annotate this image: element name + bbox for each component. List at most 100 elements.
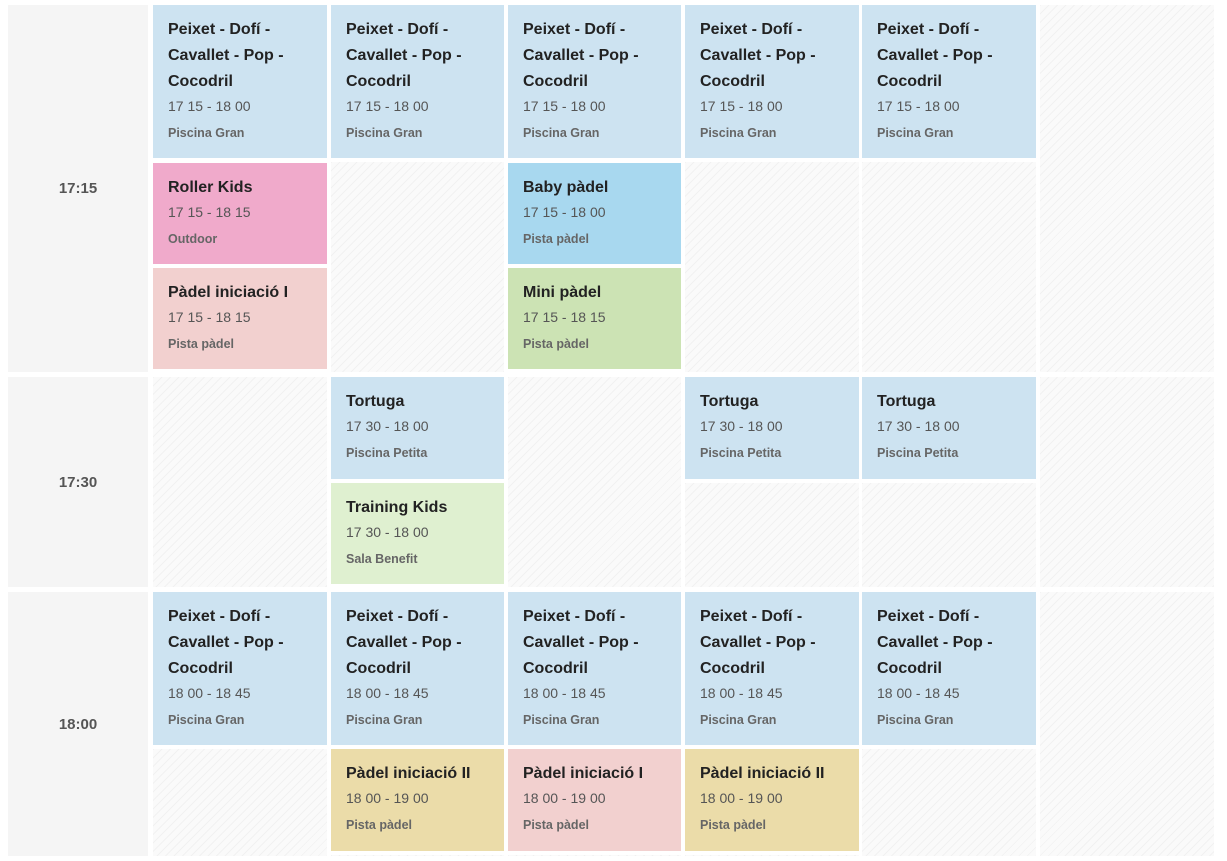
- empty-slot: [685, 162, 859, 372]
- class-time: 17 15 - 18 15: [168, 204, 251, 220]
- class-time: 17 15 - 18 00: [168, 98, 251, 114]
- class-location: Pista pàdel: [700, 818, 766, 832]
- class-location: Sala Benefit: [346, 552, 418, 566]
- class-card[interactable]: Pàdel iniciació I 18 00 - 19 00 Pista pàde…: [508, 749, 681, 851]
- class-title: Pàdel iniciació I: [168, 284, 289, 301]
- class-time: 18 00 - 18 45: [346, 685, 429, 701]
- class-title: Peixet - Dofí - Cavallet - Pop - Cocodri…: [877, 608, 993, 677]
- class-time: 18 00 - 18 45: [168, 685, 251, 701]
- class-title: Peixet - Dofí - Cavallet - Pop - Cocodri…: [346, 21, 462, 90]
- empty-slot: [685, 855, 859, 856]
- class-title: Peixet - Dofí - Cavallet - Pop - Cocodri…: [700, 608, 816, 677]
- class-time: 17 30 - 18 00: [346, 418, 429, 434]
- empty-slot: [508, 377, 681, 587]
- class-location: Pista pàdel: [523, 818, 589, 832]
- empty-slot: [1040, 592, 1214, 856]
- class-time: 17 15 - 18 15: [168, 309, 251, 325]
- empty-slot: [862, 162, 1036, 372]
- class-card[interactable]: Peixet - Dofí - Cavallet - Pop - Cocodri…: [862, 592, 1036, 745]
- class-title: Peixet - Dofí - Cavallet - Pop - Cocodri…: [877, 21, 993, 90]
- class-card[interactable]: Tortuga 17 30 - 18 00 Piscina Petita: [685, 377, 859, 479]
- time-slot-label: 17:15: [8, 5, 148, 372]
- class-card[interactable]: Pàdel iniciació II 18 00 - 19 00 Pista pàd…: [331, 749, 504, 851]
- class-title: Peixet - Dofí - Cavallet - Pop - Cocodri…: [168, 608, 284, 677]
- class-title: Peixet - Dofí - Cavallet - Pop - Cocodri…: [346, 608, 462, 677]
- class-card[interactable]: Tortuga 17 30 - 18 00 Piscina Petita: [862, 377, 1036, 479]
- class-title: Baby pàdel: [523, 179, 609, 196]
- class-time: 17 30 - 18 00: [346, 524, 429, 540]
- class-location: Piscina Petita: [877, 446, 959, 460]
- class-title: Tortuga: [700, 393, 759, 410]
- empty-slot: [153, 377, 327, 587]
- class-time: 18 00 - 19 00: [346, 790, 429, 806]
- class-time: 18 00 - 19 00: [700, 790, 783, 806]
- class-time: 18 00 - 18 45: [877, 685, 960, 701]
- class-card[interactable]: Pàdel iniciació II 18 00 - 19 00 Pista pàd…: [685, 749, 859, 851]
- class-location: Piscina Gran: [523, 713, 600, 727]
- class-location: Piscina Gran: [168, 713, 245, 727]
- empty-slot: [331, 162, 504, 372]
- class-title: Peixet - Dofí - Cavallet - Pop - Cocodri…: [523, 608, 639, 677]
- empty-slot: [153, 749, 327, 856]
- class-title: Tortuga: [877, 393, 936, 410]
- class-location: Piscina Gran: [346, 713, 423, 727]
- empty-slot: [331, 855, 504, 856]
- class-title: Pàdel iniciació I: [523, 765, 644, 782]
- class-time: 17 15 - 18 15: [523, 309, 606, 325]
- class-title: Peixet - Dofí - Cavallet - Pop - Cocodri…: [523, 21, 639, 90]
- class-time: 17 15 - 18 00: [700, 98, 783, 114]
- class-title: Peixet - Dofí - Cavallet - Pop - Cocodri…: [168, 21, 284, 90]
- class-title: Training Kids: [346, 499, 448, 516]
- class-card[interactable]: Peixet - Dofí - Cavallet - Pop - Cocodri…: [685, 5, 859, 158]
- class-title: Mini pàdel: [523, 284, 602, 301]
- class-title: Tortuga: [346, 393, 405, 410]
- class-location: Piscina Gran: [700, 126, 777, 140]
- class-location: Pista pàdel: [523, 232, 589, 246]
- class-time: 18 00 - 18 45: [523, 685, 606, 701]
- time-slot-label: 17:30: [8, 377, 148, 587]
- class-time: 17 30 - 18 00: [700, 418, 783, 434]
- class-time: 17 15 - 18 00: [523, 204, 606, 220]
- empty-slot: [1040, 5, 1214, 372]
- class-time: 18 00 - 19 00: [523, 790, 606, 806]
- class-location: Pista pàdel: [523, 337, 589, 351]
- class-location: Piscina Gran: [877, 713, 954, 727]
- class-card[interactable]: Pàdel iniciació I 17 15 - 18 15 Pista pàde…: [153, 268, 327, 369]
- class-time: 17 15 - 18 00: [877, 98, 960, 114]
- class-card[interactable]: Peixet - Dofí - Cavallet - Pop - Cocodri…: [862, 5, 1036, 158]
- empty-slot: [862, 483, 1036, 587]
- class-card[interactable]: Peixet - Dofí - Cavallet - Pop - Cocodri…: [508, 5, 681, 158]
- class-card[interactable]: Peixet - Dofí - Cavallet - Pop - Cocodri…: [331, 592, 504, 745]
- class-location: Piscina Petita: [700, 446, 782, 460]
- class-title: Peixet - Dofí - Cavallet - Pop - Cocodri…: [700, 21, 816, 90]
- class-location: Piscina Gran: [168, 126, 245, 140]
- time-slot-label: 18:00: [8, 592, 148, 856]
- class-location: Piscina Gran: [523, 126, 600, 140]
- class-card[interactable]: Training Kids 17 30 - 18 00 Sala Benefit: [331, 483, 504, 584]
- class-title: Roller Kids: [168, 179, 253, 196]
- class-location: Piscina Petita: [346, 446, 428, 460]
- class-card[interactable]: Peixet - Dofí - Cavallet - Pop - Cocodri…: [153, 5, 327, 158]
- class-card[interactable]: Baby pàdel 17 15 - 18 00 Pista pàdel: [508, 163, 681, 264]
- class-location: Outdoor: [168, 232, 218, 246]
- class-card[interactable]: Tortuga 17 30 - 18 00 Piscina Petita: [331, 377, 504, 479]
- empty-slot: [508, 855, 681, 856]
- class-location: Piscina Gran: [700, 713, 777, 727]
- class-location: Pista pàdel: [168, 337, 234, 351]
- class-card[interactable]: Peixet - Dofí - Cavallet - Pop - Cocodri…: [331, 5, 504, 158]
- empty-slot: [1040, 377, 1214, 587]
- class-card[interactable]: Peixet - Dofí - Cavallet - Pop - Cocodri…: [153, 592, 327, 745]
- class-card[interactable]: Roller Kids 17 15 - 18 15 Outdoor: [153, 163, 327, 264]
- empty-slot: [862, 749, 1036, 856]
- class-title: Pàdel iniciació II: [346, 765, 471, 782]
- class-card[interactable]: Peixet - Dofí - Cavallet - Pop - Cocodri…: [508, 592, 681, 745]
- class-time: 17 15 - 18 00: [523, 98, 606, 114]
- class-location: Pista pàdel: [346, 818, 412, 832]
- class-time: 18 00 - 18 45: [700, 685, 783, 701]
- class-title: Pàdel iniciació II: [700, 765, 825, 782]
- class-card[interactable]: Peixet - Dofí - Cavallet - Pop - Cocodri…: [685, 592, 859, 745]
- class-time: 17 15 - 18 00: [346, 98, 429, 114]
- class-card[interactable]: Mini pàdel 17 15 - 18 15 Pista pàdel: [508, 268, 681, 369]
- class-location: Piscina Gran: [877, 126, 954, 140]
